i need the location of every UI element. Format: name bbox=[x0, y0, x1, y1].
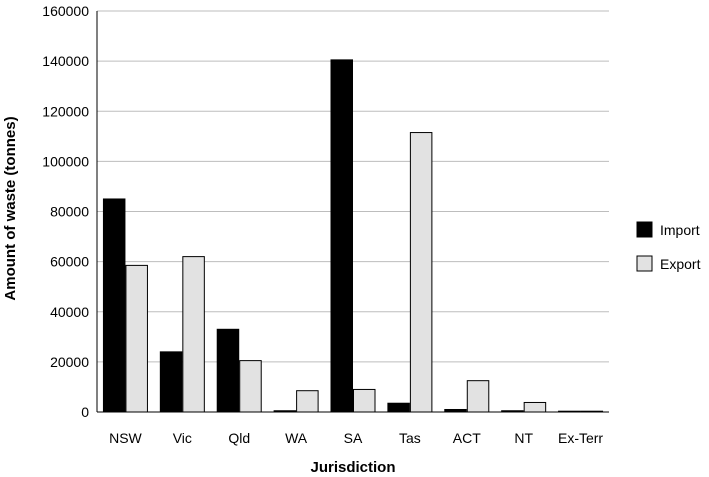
bar-import-vic bbox=[159, 351, 183, 413]
bar-import-nsw bbox=[102, 198, 126, 413]
x-tick-label: NSW bbox=[109, 430, 142, 446]
y-tick-label: 40000 bbox=[50, 304, 89, 320]
x-tick-label: SA bbox=[344, 430, 363, 446]
legend-swatch-import bbox=[636, 221, 653, 238]
x-tick-label: WA bbox=[285, 430, 308, 446]
y-tick-label: 100000 bbox=[42, 153, 89, 169]
x-tick-label: ACT bbox=[453, 430, 481, 446]
x-tick-label: Qld bbox=[228, 430, 250, 446]
y-tick-label: 160000 bbox=[42, 3, 89, 19]
bar-import-tas bbox=[387, 402, 410, 413]
bars bbox=[102, 59, 604, 413]
x-tick-label: Tas bbox=[399, 430, 421, 446]
y-tick-label: 20000 bbox=[50, 354, 89, 370]
bar-export-vic bbox=[182, 256, 205, 413]
y-tick-label: 140000 bbox=[42, 53, 89, 69]
legend-label-export: Export bbox=[660, 256, 701, 272]
x-tick-label: Vic bbox=[173, 430, 192, 446]
y-tick-label: 80000 bbox=[50, 204, 89, 220]
bar-export-sa bbox=[353, 388, 376, 413]
bar-export-wa bbox=[296, 390, 319, 413]
bar-export-tas bbox=[409, 132, 433, 413]
y-tick-labels: 0 20000 40000 60000 80000 100000 120000 140000 1… bbox=[42, 3, 89, 420]
bar-export-act bbox=[466, 380, 490, 413]
legend: Import Export bbox=[636, 221, 701, 272]
y-tick-label: 0 bbox=[81, 404, 89, 420]
x-tick-labels: NSW Vic Qld WA SA Tas ACT NT Ex-Terr bbox=[109, 430, 603, 446]
bar-export-nt bbox=[523, 401, 547, 413]
legend-swatch-export bbox=[636, 255, 653, 272]
legend-label-import: Import bbox=[660, 222, 700, 238]
bar-export-qld bbox=[239, 360, 262, 413]
bar-import-sa bbox=[330, 59, 353, 413]
bar-export-nsw bbox=[125, 264, 148, 413]
x-tick-label: Ex-Terr bbox=[558, 430, 603, 446]
x-tick-label: NT bbox=[514, 430, 533, 446]
y-tick-label: 120000 bbox=[42, 103, 89, 119]
y-tick-label: 60000 bbox=[50, 254, 89, 270]
y-axis-title: Amount of waste (tonnes) bbox=[2, 116, 19, 300]
x-axis-title: Jurisdiction bbox=[310, 459, 395, 476]
bar-import-qld bbox=[216, 328, 240, 413]
